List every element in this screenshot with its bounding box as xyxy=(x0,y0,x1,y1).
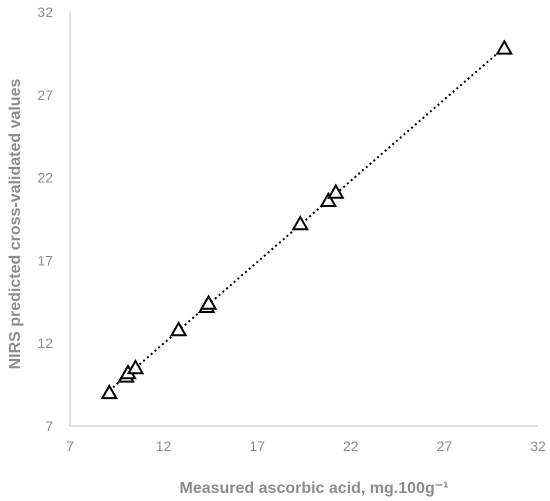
x-tick-label: 32 xyxy=(530,438,546,454)
x-tick-label: 7 xyxy=(66,438,74,454)
y-tick-labels: 7 12 17 22 27 32 xyxy=(37,4,53,434)
data-point xyxy=(327,183,345,199)
data-point xyxy=(495,39,514,55)
x-tick-label: 27 xyxy=(437,438,453,454)
y-tick-label: 32 xyxy=(37,4,53,20)
y-tick-label: 12 xyxy=(37,335,53,351)
data-points xyxy=(100,39,514,400)
x-axis-title: Measured ascorbic acid, mg.100g⁻¹ xyxy=(180,480,449,497)
y-tick-label: 27 xyxy=(37,87,53,103)
y-tick-label: 7 xyxy=(45,418,53,434)
y-tick-label: 22 xyxy=(37,170,53,186)
x-tick-label: 22 xyxy=(343,438,359,454)
y-axis-title: NIRS predicted cross-validated values xyxy=(7,79,24,370)
axes xyxy=(69,12,538,427)
data-point xyxy=(199,294,218,310)
x-tick-labels: 7 12 17 22 27 32 xyxy=(66,438,546,454)
data-point xyxy=(319,191,338,208)
data-point xyxy=(291,214,309,231)
x-tick-label: 12 xyxy=(156,438,172,454)
x-tick-label: 17 xyxy=(249,438,265,454)
data-point xyxy=(126,359,145,375)
data-point xyxy=(169,320,188,337)
data-point xyxy=(100,383,119,400)
trendline-group xyxy=(108,46,505,392)
y-tick-label: 17 xyxy=(37,252,53,268)
trendline xyxy=(108,46,505,392)
